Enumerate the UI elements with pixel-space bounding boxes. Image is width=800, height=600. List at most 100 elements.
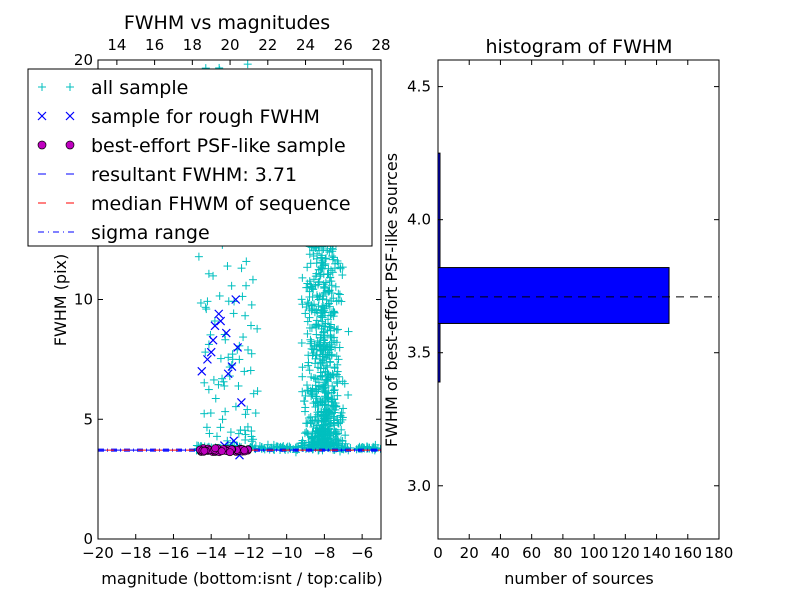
all-sample-point [318,350,327,359]
all-sample-point [298,372,307,381]
all-sample-point [326,373,335,382]
all-sample-point [243,405,252,414]
all-sample-point [303,329,312,338]
rough-fwhm-point [210,321,220,331]
all-sample-point [306,259,315,268]
all-sample-point [204,385,213,394]
all-sample-point [314,439,323,448]
all-sample-point [332,370,341,379]
all-sample-point [306,339,315,348]
all-sample-point [229,309,238,318]
top-x-tick-label: 26 [334,36,353,54]
all-sample-point [332,402,341,411]
all-sample-point [329,412,338,421]
histogram-plot-frame [437,59,720,540]
all-sample-point [332,338,341,347]
all-sample-point [317,331,326,340]
all-sample-point [218,374,227,383]
x-tick-label: −10 [271,544,303,562]
all-sample-point [335,290,344,299]
all-sample-point [215,291,224,300]
all-sample-point [323,393,332,402]
all-sample-point [204,340,213,349]
all-sample-point [334,289,343,298]
all-sample-point [318,303,327,312]
legend-item: median FHWM of sequence [38,193,351,215]
all-sample-point [325,248,334,257]
all-sample-point [214,380,223,389]
all-sample-point [309,349,318,358]
all-sample-point [336,264,345,273]
all-sample-point [211,394,220,403]
all-sample-point [253,324,262,333]
all-sample-point [341,439,350,448]
all-sample-point [333,360,342,369]
all-sample-point [344,327,353,336]
top-x-tick-label: 18 [183,36,202,54]
all-sample-point [202,423,211,432]
x-tick-label: 0 [433,544,443,562]
all-sample-point [297,295,306,304]
all-sample-point [300,429,309,438]
all-sample-point [330,308,339,317]
all-sample-point [326,345,335,354]
all-sample-point [312,254,321,263]
all-sample-point [227,361,236,370]
all-sample-point [330,395,339,404]
all-sample-point [203,297,212,306]
rough-fwhm-point [233,342,243,352]
all-sample-point [240,367,249,376]
all-sample-point [210,317,219,326]
legend-label: median FHWM of sequence [91,193,351,215]
psf-sample-point [211,444,220,453]
all-sample-point [305,323,314,332]
all-sample-point [325,286,334,295]
legend-label: resultant FWHM: 3.71 [91,164,297,186]
x-tick-label: −18 [120,544,152,562]
all-sample-point [321,278,330,287]
all-sample-point [309,399,318,408]
all-sample-point [220,381,229,390]
all-sample-point [317,372,326,381]
all-sample-point [321,367,330,376]
rough-fwhm-point [206,347,216,357]
all-sample-point [226,428,235,437]
rough-fwhm-point [203,354,212,364]
all-sample-point [313,308,322,317]
all-sample-point [321,259,330,268]
all-sample-point [320,341,329,350]
all-sample-point [223,262,232,271]
all-sample-point [234,381,243,390]
psf-sample-point [226,448,234,457]
all-sample-point [300,397,309,406]
y-tick-label: 5 [83,410,93,428]
all-sample-point [329,386,338,395]
all-sample-point [326,358,335,367]
all-sample-point [307,283,316,292]
all-sample-point [227,281,236,290]
all-sample-point [327,419,336,428]
all-sample-point [341,431,350,440]
all-sample-point [318,317,327,326]
all-sample-point [340,379,349,388]
all-sample-point [315,277,324,286]
all-sample-point [224,353,233,362]
all-sample-point [312,316,321,325]
all-sample-point [332,377,341,386]
all-sample-point [324,286,333,295]
y-tick-label: 10 [74,291,93,309]
all-sample-point [334,355,343,364]
all-sample-point [246,366,255,375]
all-sample-point [310,441,319,450]
y-tick-label: 4.0 [407,211,431,229]
rough-fwhm-point [227,362,237,371]
all-sample-point [231,402,240,411]
histogram-ylabel: FWHM of best-effort PSF-like sources [382,153,401,447]
all-sample-point [311,412,320,421]
all-sample-point [333,419,342,428]
all-sample-point [194,252,203,261]
histogram-title: histogram of FWHM [485,36,672,58]
all-sample-point [235,355,244,364]
x-tick-label: 140 [642,544,671,562]
scatter-xlabel: magnitude (bottom:isnt / top:calib) [101,569,382,588]
